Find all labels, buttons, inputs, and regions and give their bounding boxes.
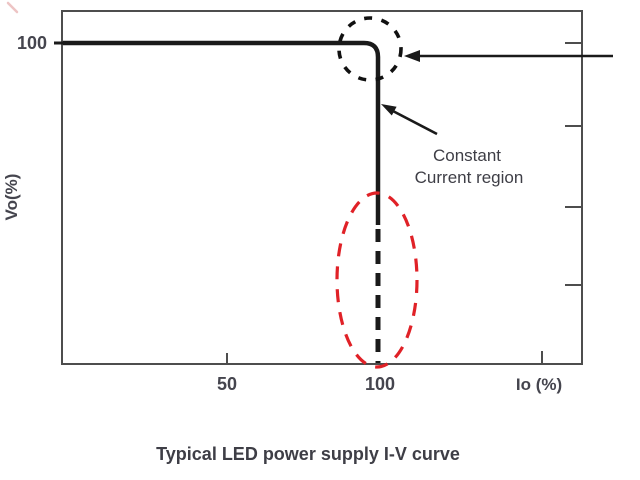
red-highlight-ellipse (335, 191, 419, 369)
constant-current-arrowhead-icon (381, 104, 397, 116)
iv-curve-solid (63, 40, 381, 225)
constant-current-arrow-line (390, 108, 438, 136)
y-tick-label-100: 100 (17, 33, 47, 53)
figure-caption: Typical LED power supply I-V curve (156, 444, 460, 464)
plot-border (61, 10, 583, 365)
corner-red-mark (6, 1, 19, 14)
x-axis-title: Io (%) (516, 375, 562, 394)
constant-current-label-line1: Constant (433, 146, 501, 165)
x-tick-label-100: 100 (365, 374, 395, 394)
constant-current-label-line2: Current region (415, 168, 524, 187)
knee-highlight-circle (337, 16, 403, 82)
knee-pointer-arrowhead-icon (404, 50, 420, 62)
x-tick-label-50: 50 (217, 374, 237, 394)
y-axis-title: Vo(%) (2, 174, 21, 221)
